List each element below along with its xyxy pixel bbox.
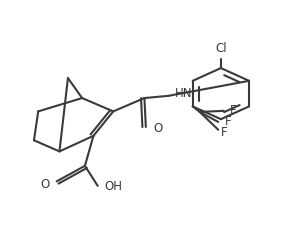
Text: O: O	[40, 178, 49, 191]
Text: F: F	[230, 104, 237, 117]
Text: F: F	[221, 126, 228, 139]
Text: OH: OH	[105, 180, 123, 194]
Text: HN: HN	[175, 87, 192, 100]
Text: F: F	[225, 115, 231, 128]
Text: Cl: Cl	[215, 42, 227, 54]
Text: O: O	[153, 122, 162, 135]
